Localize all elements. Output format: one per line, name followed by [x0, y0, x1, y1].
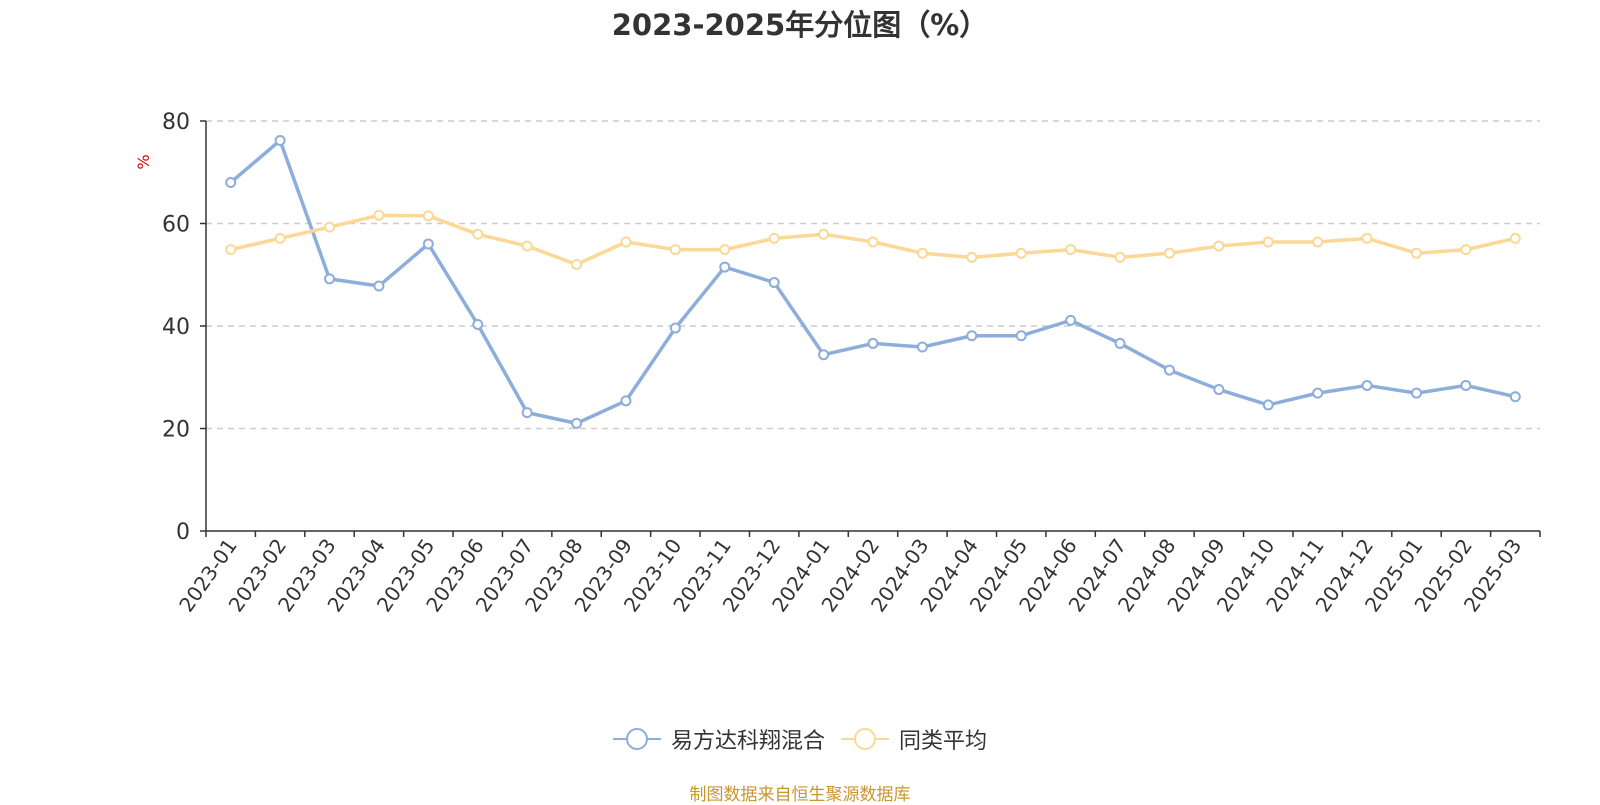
data-point[interactable] [1361, 379, 1373, 391]
y-tick-label: 80 [162, 110, 190, 135]
series-line [229, 138, 1516, 426]
data-point[interactable] [422, 210, 434, 222]
legend: 易方达科翔混合 同类平均 [0, 723, 1600, 755]
data-point[interactable] [373, 209, 385, 221]
legend-label-series-2: 同类平均 [899, 729, 988, 754]
data-point[interactable] [1213, 240, 1225, 252]
y-axis-label: % [134, 154, 153, 169]
data-point[interactable] [571, 417, 583, 429]
legend-item-series-1[interactable]: 易方达科翔混合 [612, 723, 825, 755]
legend-item-series-2[interactable]: 同类平均 [841, 723, 987, 755]
legend-marker-series-2 [841, 728, 889, 750]
data-point[interactable] [373, 280, 385, 292]
data-point[interactable] [1015, 330, 1027, 342]
y-tick-label: 0 [176, 520, 190, 545]
data-point[interactable] [1509, 232, 1521, 244]
data-point[interactable] [1410, 387, 1422, 399]
data-point[interactable] [966, 251, 978, 263]
data-point[interactable] [1262, 399, 1274, 411]
data-point[interactable] [669, 244, 681, 256]
legend-label-series-1: 易方达科翔混合 [670, 729, 825, 754]
y-tick-label: 20 [162, 418, 190, 443]
data-point[interactable] [324, 221, 336, 233]
data-point[interactable] [818, 228, 830, 240]
data-point[interactable] [225, 177, 237, 188]
data-point[interactable] [1460, 244, 1472, 256]
data-point[interactable] [274, 232, 286, 244]
data-point[interactable] [620, 236, 632, 248]
data-point[interactable] [1509, 391, 1521, 403]
data-point[interactable] [274, 134, 286, 146]
data-point[interactable] [1114, 337, 1126, 349]
chart-title: 2023-2025年分位图（%） [611, 8, 989, 42]
legend-marker-series-1 [612, 728, 661, 750]
data-point[interactable] [324, 273, 336, 285]
y-tick-label: 60 [162, 213, 190, 238]
data-point[interactable] [768, 232, 780, 244]
data-point[interactable] [571, 259, 583, 270]
data-point[interactable] [1312, 387, 1324, 399]
data-point[interactable] [719, 261, 731, 273]
data-point[interactable] [867, 337, 879, 349]
data-point[interactable] [1410, 247, 1422, 259]
series-2 [225, 209, 1521, 270]
data-point[interactable] [1213, 384, 1225, 396]
data-point[interactable] [1262, 236, 1274, 248]
data-point[interactable] [916, 341, 928, 353]
data-point[interactable] [1015, 247, 1027, 259]
data-point[interactable] [1312, 236, 1324, 248]
data-point[interactable] [620, 395, 632, 407]
data-point[interactable] [719, 244, 731, 256]
data-point[interactable] [669, 322, 681, 334]
data-point[interactable] [1114, 251, 1126, 263]
data-point[interactable] [521, 240, 533, 252]
data-point[interactable] [521, 407, 533, 419]
data-point[interactable] [422, 238, 434, 250]
data-point[interactable] [472, 228, 484, 240]
data-point[interactable] [225, 244, 237, 256]
data-point[interactable] [1460, 379, 1472, 391]
data-point[interactable] [472, 318, 484, 330]
grid-lines [206, 120, 1540, 430]
data-point[interactable] [1361, 232, 1373, 244]
data-point[interactable] [818, 349, 830, 361]
line-chart: 020406080%2023-012023-022023-032023-0420… [134, 110, 1541, 616]
data-point[interactable] [867, 236, 879, 248]
data-point[interactable] [1065, 314, 1077, 326]
data-point[interactable] [768, 276, 780, 288]
series-lines [225, 134, 1521, 429]
data-point[interactable] [1163, 247, 1175, 259]
data-source-note: 制图数据来自恒生聚源数据库 [689, 785, 911, 805]
axes: 020406080%2023-012023-022023-032023-0420… [134, 110, 1541, 616]
data-point[interactable] [966, 330, 978, 342]
y-tick-label: 40 [162, 315, 190, 340]
series-1 [225, 134, 1521, 429]
data-point[interactable] [1163, 364, 1175, 376]
data-point[interactable] [916, 247, 928, 259]
data-point[interactable] [1065, 244, 1077, 256]
